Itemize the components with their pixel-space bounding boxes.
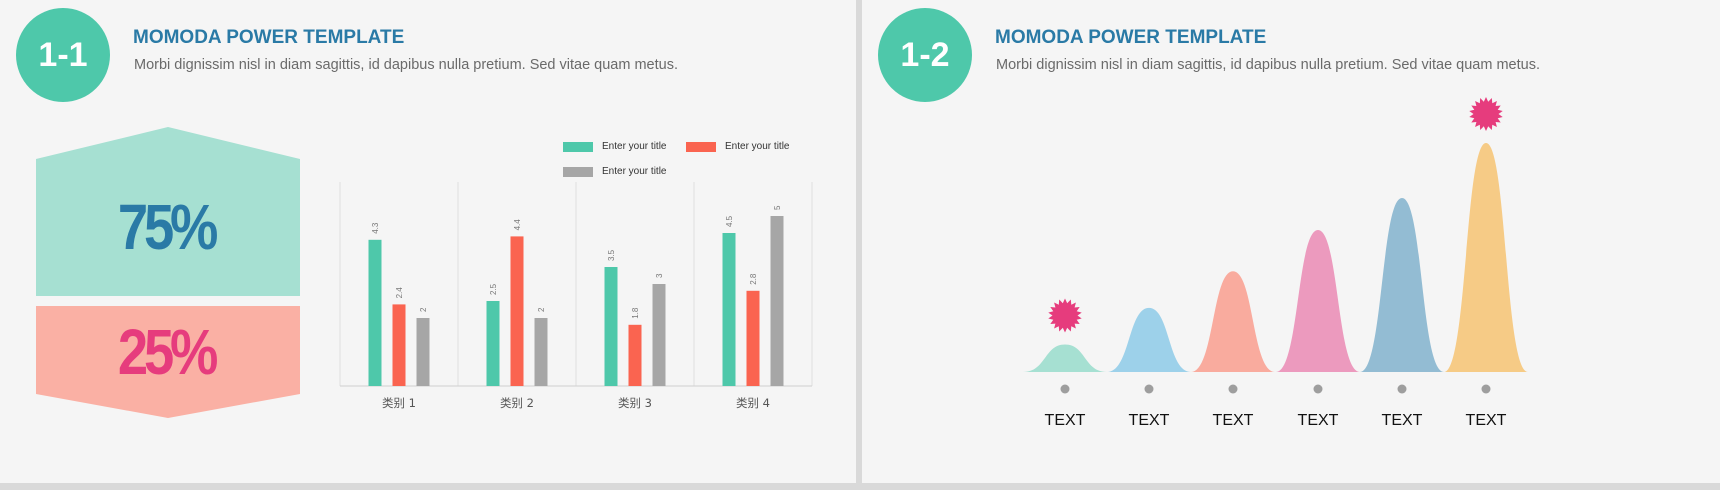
section-badge: 1-1	[16, 8, 110, 102]
top-percent-value: 75%	[117, 191, 218, 263]
timeline-dot	[1313, 384, 1323, 394]
bar	[722, 233, 736, 386]
data-label: 2.8	[749, 273, 758, 285]
slide-subtitle: Morbi dignissim nisl in diam sagittis, i…	[134, 57, 678, 73]
legend-swatch	[563, 141, 593, 152]
timeline-label: TEXT	[1382, 412, 1423, 429]
data-label: 4.4	[513, 219, 522, 231]
legend-swatch	[686, 141, 716, 152]
data-label: 3	[655, 273, 664, 278]
peak-shape	[1276, 230, 1360, 372]
bar	[770, 216, 784, 386]
bar-chart: 4.3 2.4 2 类别 1 2.5 4.4 2 类别 2 3.5 1.8 3 类别 3 4.5 2.8 5…	[339, 182, 813, 410]
data-label: 1.8	[631, 307, 640, 319]
legend-label: Enter your title	[602, 141, 667, 152]
peak-shape	[1023, 344, 1107, 372]
data-label: 2	[419, 307, 428, 312]
bar	[534, 318, 548, 386]
timeline-label: TEXT	[1298, 412, 1339, 429]
slide-subtitle: Morbi dignissim nisl in diam sagittis, i…	[996, 57, 1540, 73]
timeline-dot	[1060, 384, 1070, 394]
timeline-dot	[1481, 384, 1491, 394]
data-label: 3.5	[607, 249, 616, 261]
section-badge: 1-2	[878, 8, 972, 102]
timeline-dot	[1228, 384, 1238, 394]
data-label: 5	[773, 205, 782, 210]
slide-title: MOMODA POWER TEMPLATE	[133, 27, 405, 48]
legend-item-1: Enter your title	[563, 141, 666, 152]
bar	[368, 239, 382, 386]
timeline-dot	[1397, 384, 1407, 394]
percent-shapes	[36, 127, 300, 418]
legend-item-3: Enter your title	[563, 166, 666, 177]
bar	[486, 301, 500, 386]
legend-item-2: Enter your title	[686, 141, 789, 152]
data-label: 2.5	[489, 283, 498, 295]
slide-1-1: 1-1 MOMODA POWER TEMPLATE Morbi dignissi…	[0, 0, 856, 483]
category-label: 类别 3	[618, 396, 652, 410]
category-label: 类别 1	[382, 396, 416, 410]
timeline-label: TEXT	[1466, 412, 1507, 429]
category-label: 类别 4	[736, 396, 770, 410]
bar	[416, 318, 430, 386]
data-label: 4.5	[725, 215, 734, 227]
highlight-burst-icon	[1469, 97, 1503, 131]
data-label: 4.3	[371, 222, 380, 234]
bar	[510, 236, 524, 386]
slide-1-2: 1-2 MOMODA POWER TEMPLATE Morbi dignissi…	[862, 0, 1720, 483]
growth-peaks-diagram: TEXT TEXT TEXT TEXT TEXT TEXT	[1023, 97, 1528, 429]
category-label: 类别 2	[500, 396, 534, 410]
peak-shape	[1360, 197, 1444, 372]
top-arrow-shape	[36, 127, 300, 296]
bar	[604, 267, 618, 386]
bar	[628, 324, 642, 386]
legend-label: Enter your title	[602, 166, 667, 177]
timeline-label: TEXT	[1213, 412, 1254, 429]
peak-shape	[1107, 307, 1191, 372]
timeline-label: TEXT	[1045, 412, 1086, 429]
peak-shape	[1444, 143, 1528, 372]
timeline-dot	[1144, 384, 1154, 394]
data-label: 2	[537, 307, 546, 312]
bar	[746, 290, 760, 386]
bottom-arrow-shape	[36, 306, 300, 418]
slide-title: MOMODA POWER TEMPLATE	[995, 27, 1267, 48]
data-label: 2.4	[395, 287, 404, 299]
highlight-burst-icon	[1048, 298, 1082, 333]
bar	[652, 284, 666, 386]
bottom-percent-value: 25%	[117, 316, 218, 388]
timeline-label: TEXT	[1129, 412, 1170, 429]
bar	[392, 304, 406, 386]
peak-shape	[1191, 271, 1275, 372]
legend-label: Enter your title	[725, 141, 790, 152]
legend-swatch	[563, 166, 593, 177]
